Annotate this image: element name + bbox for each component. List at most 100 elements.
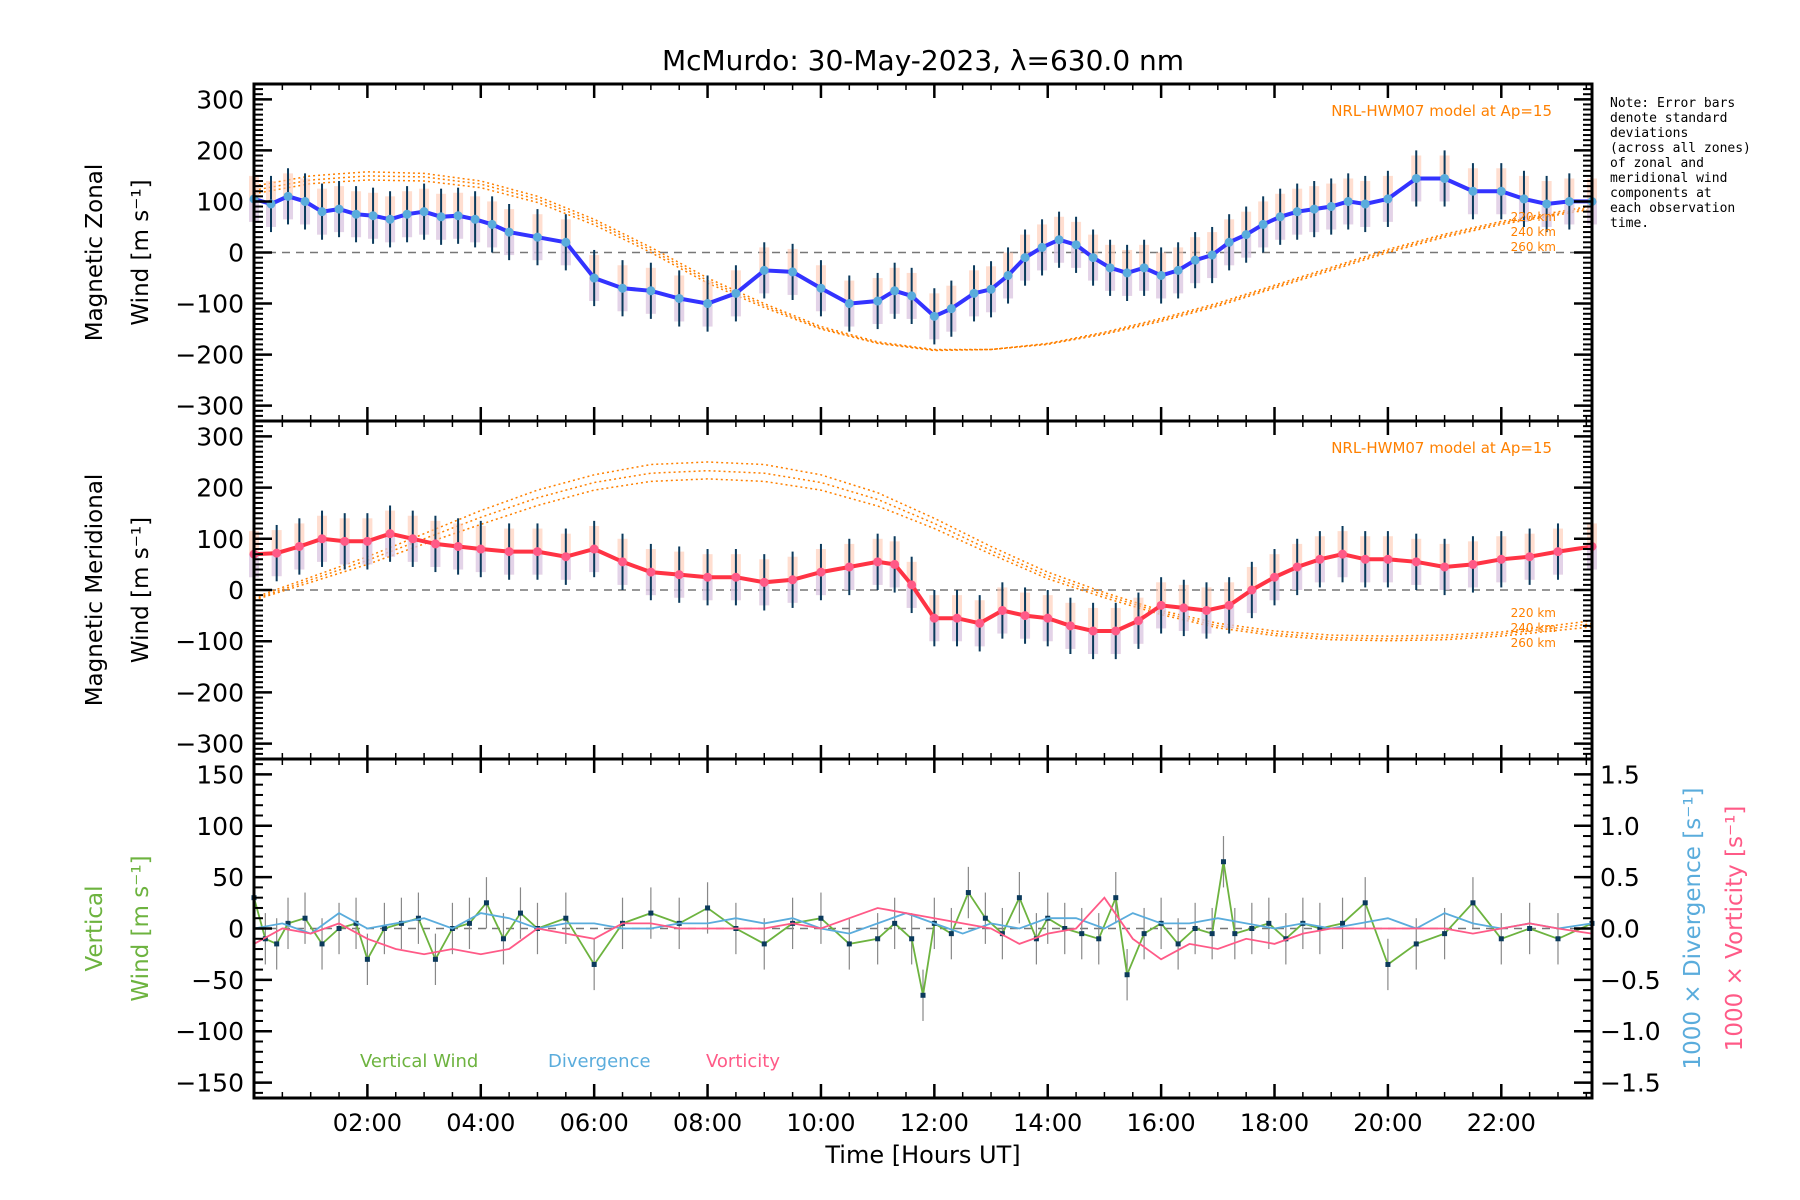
data-point <box>300 196 310 206</box>
data-point <box>997 605 1007 615</box>
data-point <box>262 936 268 942</box>
data-point <box>1542 199 1552 209</box>
data-point <box>646 286 656 296</box>
x-tick-label: 08:00 <box>673 1109 742 1137</box>
y-tick-label: 200 <box>196 136 244 165</box>
data-point <box>873 557 883 567</box>
data-point <box>1326 202 1336 212</box>
data-point <box>1111 626 1121 636</box>
data-point <box>1527 926 1533 931</box>
data-point <box>340 536 350 546</box>
right-y-tick-label: 0.0 <box>1600 915 1640 944</box>
data-point <box>1139 263 1149 273</box>
model-curve-240km <box>253 175 1593 351</box>
legend-item: Divergence <box>548 1051 651 1072</box>
data-point <box>759 577 769 587</box>
x-tick-label: 16:00 <box>1127 1109 1196 1137</box>
data-point <box>1338 549 1348 559</box>
data-point <box>1156 600 1166 610</box>
data-point <box>1564 196 1574 206</box>
x-tick-label: 04:00 <box>446 1109 515 1137</box>
data-point <box>470 214 480 224</box>
data-point <box>504 547 514 557</box>
right-y-tick-label: −1.5 <box>1600 1069 1661 1098</box>
data-point <box>703 299 713 309</box>
data-point <box>986 284 996 294</box>
data-point <box>929 311 939 321</box>
data-point <box>364 956 370 962</box>
data-point <box>1258 219 1268 229</box>
data-point <box>1020 611 1030 621</box>
data-point <box>1275 212 1285 222</box>
model-curve-240km <box>253 469 1593 640</box>
data-point <box>334 204 344 214</box>
data-point <box>920 992 926 998</box>
data-point <box>362 536 372 546</box>
data-point <box>646 567 656 577</box>
data-point <box>844 562 854 572</box>
data-point <box>1207 250 1217 260</box>
data-point <box>1309 204 1319 214</box>
legend-item: Vertical Wind <box>360 1051 478 1072</box>
data-point <box>846 941 852 947</box>
data-point <box>965 890 971 896</box>
y-tick-label: 50 <box>212 863 244 892</box>
data-point <box>1343 196 1353 206</box>
data-point <box>453 541 463 551</box>
x-tick-label: 12:00 <box>900 1109 969 1137</box>
data-point <box>1096 936 1102 942</box>
data-point <box>705 905 711 911</box>
altitude-label: 240 km <box>1511 225 1556 239</box>
data-point <box>1383 194 1393 204</box>
data-point <box>419 207 429 217</box>
data-point <box>532 547 542 557</box>
data-point <box>432 956 438 962</box>
y-axis-label-line1: Magnetic Meridional <box>82 474 108 707</box>
data-point <box>402 209 412 219</box>
data-point <box>1003 270 1013 280</box>
model-curve-260km <box>253 179 1593 352</box>
panel-vertical: −150 −100 −50 0 50 100 150 Vertical Wind [m s⁻¹]… <box>82 757 1748 1100</box>
data-point <box>761 941 767 947</box>
data-point <box>975 618 985 628</box>
x-tick-label: 20:00 <box>1353 1109 1422 1137</box>
data-point <box>788 267 798 277</box>
data-point <box>1442 931 1448 937</box>
data-point <box>1105 263 1115 273</box>
data-point <box>1079 931 1085 937</box>
right-y-tick-label: −0.5 <box>1600 966 1661 995</box>
data-point <box>1043 613 1053 623</box>
series-line-divergence <box>253 912 1593 935</box>
data-point <box>430 539 440 549</box>
data-point <box>1224 600 1234 610</box>
data-point <box>1315 554 1325 564</box>
data-point <box>907 291 917 301</box>
legend-item: Vorticity <box>706 1051 780 1072</box>
y-axis-label-line2: Wind [m s⁻¹] <box>128 179 154 325</box>
x-axis-label: Time [Hours UT] <box>824 1141 1020 1169</box>
y-tick-label: 0 <box>228 239 244 268</box>
data-point <box>294 541 304 551</box>
y-tick-label: −100 <box>175 627 244 656</box>
panel-zonal: −300 −200 −100 0 100 200 300 Magnetic Zonal Wind… <box>82 82 1597 423</box>
data-point <box>385 529 395 539</box>
data-point <box>589 544 599 554</box>
data-point <box>1340 920 1346 926</box>
data-point <box>1088 626 1098 636</box>
data-point <box>1411 557 1421 567</box>
data-point <box>415 915 421 921</box>
data-point <box>1270 572 1280 582</box>
data-point <box>1470 900 1476 906</box>
y-tick-label: −200 <box>175 678 244 707</box>
altitude-label: 220 km <box>1511 606 1556 620</box>
data-point <box>1385 961 1391 967</box>
data-point <box>1088 253 1098 263</box>
data-point <box>1033 936 1039 942</box>
data-point <box>1498 936 1504 942</box>
right-y-tick-label: −1.0 <box>1600 1017 1661 1046</box>
data-point <box>302 915 308 921</box>
right-axis-label-vorticity: 1000 × Vorticity [s⁻¹] <box>1722 806 1748 1052</box>
data-point <box>1411 173 1421 183</box>
data-point <box>948 931 954 937</box>
